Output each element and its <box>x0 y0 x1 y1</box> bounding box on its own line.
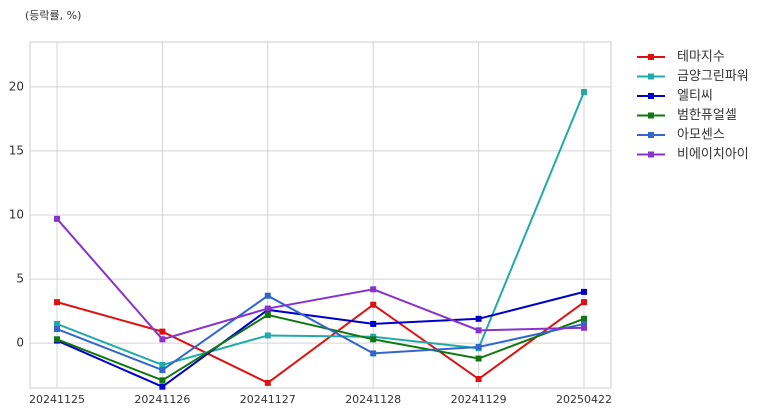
point-marker <box>264 332 271 339</box>
series-line <box>56 301 585 385</box>
x-tick-label: 20250422 <box>556 393 612 406</box>
y-tick-label: 20 <box>9 79 24 93</box>
point-marker <box>264 379 271 386</box>
legend-label: 비에이치아이 <box>677 147 749 162</box>
point-marker <box>159 361 166 368</box>
point-marker <box>581 320 587 327</box>
x-tick-label: 20241129 <box>451 393 507 406</box>
x-tick-label: 20241125 <box>29 393 85 406</box>
legend-label: 엘티씨 <box>677 89 713 104</box>
legend-marker <box>648 54 654 60</box>
legend-marker <box>648 132 654 138</box>
y-axis-label: (등락률, %) <box>25 9 81 22</box>
y-tick-label: 5 <box>16 272 24 286</box>
point-marker <box>54 299 60 306</box>
legend-label: 범한퓨얼셀 <box>677 108 737 123</box>
point-marker <box>475 315 482 322</box>
point-marker <box>475 327 482 334</box>
series-line <box>56 290 585 388</box>
point-marker <box>370 320 377 327</box>
point-marker <box>54 320 60 327</box>
point-marker <box>264 311 271 318</box>
point-marker <box>370 336 377 343</box>
point-marker <box>264 292 271 299</box>
series-line <box>56 91 585 366</box>
series-line <box>56 313 585 382</box>
legend-marker <box>648 151 654 158</box>
y-tick-label: 10 <box>9 208 24 222</box>
y-tick-label: 15 <box>9 143 24 157</box>
point-marker <box>264 305 271 312</box>
point-marker <box>159 336 166 343</box>
point-marker <box>54 326 60 333</box>
legend-label: 아모센스 <box>677 128 725 143</box>
point-marker <box>475 343 482 350</box>
point-marker <box>54 215 60 222</box>
point-marker <box>159 383 166 390</box>
point-marker <box>475 355 482 362</box>
point-marker <box>581 315 587 322</box>
point-marker <box>54 336 60 343</box>
x-tick-label: 20241126 <box>134 393 190 406</box>
point-marker <box>475 376 482 383</box>
legend-label: 테마지수 <box>677 50 725 65</box>
point-marker <box>581 288 587 295</box>
point-marker <box>581 299 587 306</box>
point-marker <box>370 350 377 357</box>
x-tick-label: 20241128 <box>345 393 401 406</box>
x-tick-label: 20241127 <box>240 393 296 406</box>
legend-marker <box>648 112 654 119</box>
y-tick-label: 0 <box>16 336 24 350</box>
legend-marker <box>648 73 654 80</box>
point-marker <box>581 88 587 95</box>
legend-label: 금양그린파워 <box>677 69 749 84</box>
point-marker <box>159 367 166 374</box>
series-line <box>56 294 585 372</box>
point-marker <box>159 377 166 384</box>
point-marker <box>581 324 587 331</box>
series-line <box>56 218 585 341</box>
point-marker <box>370 286 377 293</box>
point-marker <box>370 301 377 308</box>
point-marker <box>159 328 166 335</box>
legend-marker <box>648 93 654 99</box>
